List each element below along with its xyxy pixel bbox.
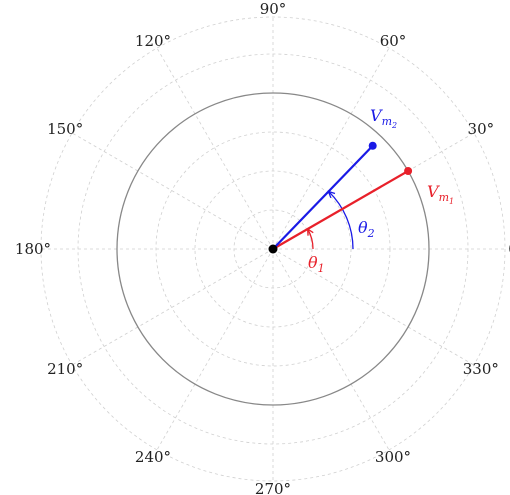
grid-spoke [272,248,390,451]
grid-spoke [156,248,274,451]
V_m1-vector [272,170,409,250]
angle-arcs [306,190,354,250]
V_m1-label-sub: m [439,191,449,204]
V_m2-label-subsub: 2 [391,121,397,130]
V_m1-label: Vm1 [427,182,454,206]
grid-circle [40,16,506,482]
theta2-label: θ2 [358,218,375,240]
V_m1-label-subsub: 1 [449,197,454,206]
origin-dot [268,244,278,254]
angle-label-90: 90° [260,0,287,18]
angle-label-270: 270° [255,480,291,495]
grid-spokes [41,17,505,481]
angle-label-60: 60° [380,32,407,50]
theta1-label: θ1 [308,253,325,275]
grid-spoke [71,132,274,250]
V_m2-tip [368,141,377,150]
V_m1-label-base: V [427,182,440,201]
angle-label-180: 180° [15,240,51,258]
theta2-label-sub: 2 [367,227,375,240]
grid-spoke [156,47,274,250]
unit-circle [116,92,430,406]
angle-tick-labels: 0 30° 60° 90° 120° 150° 180° 210° 240° 270° 300° 33… [15,0,510,495]
V_m1-tip [404,167,413,175]
angle-label-150: 150° [47,120,83,138]
theta2-arc [328,190,354,250]
grid-spoke [272,47,390,250]
V_m2-label-sub: m [382,115,392,128]
V_m2-label: Vm2 [370,106,397,130]
angle-label-210: 210° [47,360,83,378]
grid-spoke [272,248,475,366]
V_m2-label-base: V [370,106,383,125]
angle-label-30: 30° [468,120,495,138]
angle-label-0: 0 [508,240,510,258]
vectors [272,141,413,250]
angle-label-330: 330° [463,360,499,378]
theta2-label-base: θ [358,218,368,237]
theta1-label-sub: 1 [318,262,325,275]
angle-label-300: 300° [375,448,411,466]
theta1-label-base: θ [308,253,318,272]
angle-label-120: 120° [135,32,171,50]
grid-spoke [71,248,274,366]
angle-label-240: 240° [135,448,171,466]
V_m2-vector [272,144,374,250]
